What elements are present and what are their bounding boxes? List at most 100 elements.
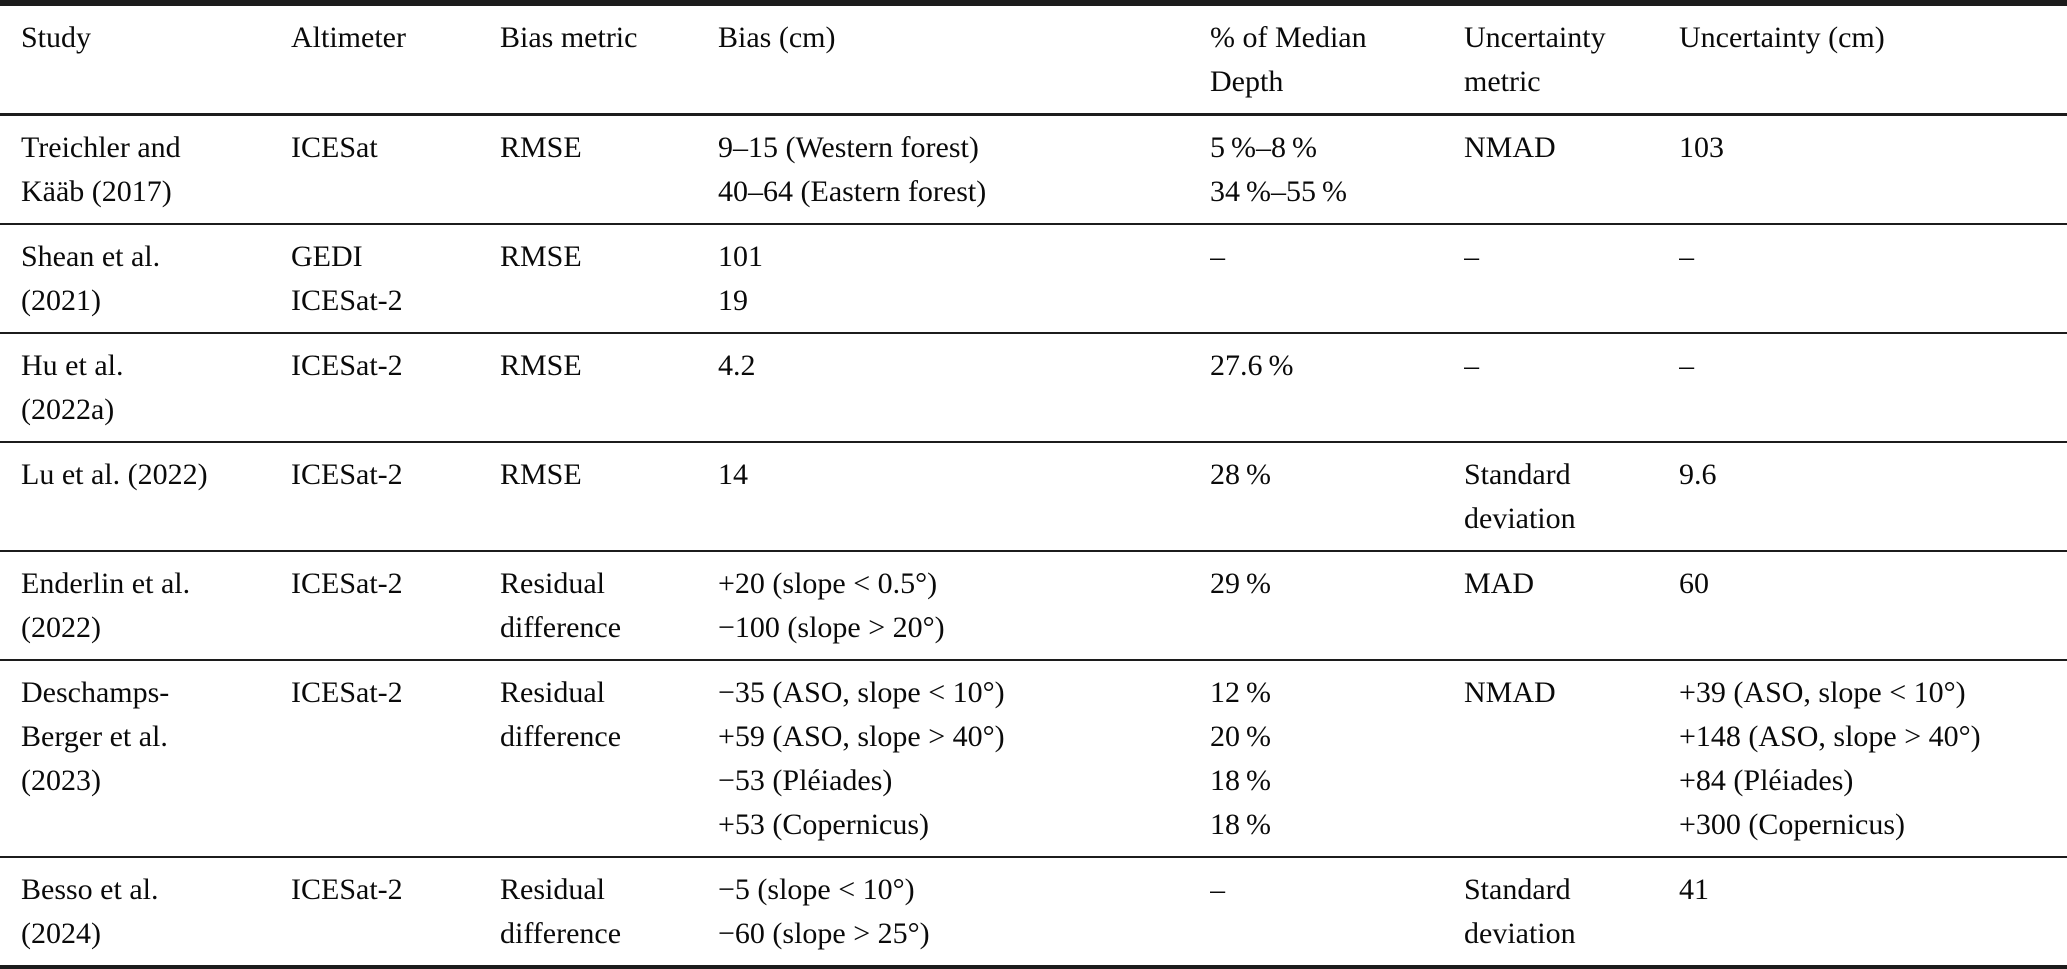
cell-line: 5 %–8 % xyxy=(1210,131,1317,164)
cell-line: GEDI xyxy=(291,240,363,273)
table-cell: – xyxy=(1679,333,2067,442)
column-header: Uncertainty (cm) xyxy=(1679,3,2067,115)
table-cell: Residual difference xyxy=(500,660,718,857)
table-cell: 4.2 xyxy=(718,333,1210,442)
cell-line: Hu et al. xyxy=(21,349,124,382)
table-cell: RMSE xyxy=(500,442,718,551)
column-header: Uncertainty metric xyxy=(1464,3,1679,115)
cell-line: – xyxy=(1210,873,1225,906)
table-cell: ICESat-2 xyxy=(291,660,500,857)
cell-line: Study xyxy=(21,21,92,54)
cell-line: Berger et al. xyxy=(21,720,168,753)
table-cell: ICESat-2 xyxy=(291,333,500,442)
table-cell: +20 (slope < 0.5°) −100 (slope > 20°) xyxy=(718,551,1210,660)
table-row: Deschamps- Berger et al. (2023) ICESat-2 Res… xyxy=(0,660,2067,857)
table-cell: – xyxy=(1210,857,1464,967)
cell-line: RMSE xyxy=(500,131,582,164)
cell-line: Standard xyxy=(1464,458,1571,491)
cell-line: – xyxy=(1679,349,1694,382)
cell-line: – xyxy=(1464,349,1479,382)
cell-line: +148 (ASO, slope > 40°) xyxy=(1679,720,1981,753)
cell-line: 41 xyxy=(1679,873,1709,906)
cell-line: ICESat-2 xyxy=(291,676,403,709)
table-cell: 41 xyxy=(1679,857,2067,967)
cell-line: difference xyxy=(500,611,622,644)
cell-line: MAD xyxy=(1464,567,1535,600)
table-cell: ICESat-2 xyxy=(291,551,500,660)
table-cell: 12 % 20 % 18 % 18 % xyxy=(1210,660,1464,857)
table-cell: NMAD xyxy=(1464,115,1679,225)
table-cell: Enderlin et al. (2022) xyxy=(0,551,291,660)
table-cell: GEDI ICESat-2 xyxy=(291,224,500,333)
cell-line: 20 % xyxy=(1210,720,1271,753)
cell-line: difference xyxy=(500,917,622,950)
cell-line: (2022) xyxy=(21,611,101,644)
column-header: Altimeter xyxy=(291,3,500,115)
column-header: % of Median Depth xyxy=(1210,3,1464,115)
cell-line: −60 (slope > 25°) xyxy=(718,917,930,950)
cell-line: +39 (ASO, slope < 10°) xyxy=(1679,676,1966,709)
table-cell: – xyxy=(1464,224,1679,333)
table-row: Besso et al. (2024) ICESat-2 Residual differ… xyxy=(0,857,2067,967)
cell-line: ICESat-2 xyxy=(291,873,403,906)
cell-line: RMSE xyxy=(500,349,582,382)
cell-line: −5 (slope < 10°) xyxy=(718,873,915,906)
table-cell: 103 xyxy=(1679,115,2067,225)
table-cell: RMSE xyxy=(500,224,718,333)
cell-line: RMSE xyxy=(500,458,582,491)
table-cell: Shean et al. (2021) xyxy=(0,224,291,333)
cell-line: NMAD xyxy=(1464,131,1556,164)
column-header: Bias (cm) xyxy=(718,3,1210,115)
cell-line: +53 (Copernicus) xyxy=(718,808,930,841)
cell-line: (2022a) xyxy=(21,393,115,426)
table-row: Lu et al. (2022) ICESat-2 RMSE 14 28 % Standa… xyxy=(0,442,2067,551)
table-row: Treichler and Kääb (2017) ICESat RMSE 9–15 (… xyxy=(0,115,2067,225)
table-cell: Deschamps- Berger et al. (2023) xyxy=(0,660,291,857)
table-cell: – xyxy=(1679,224,2067,333)
cell-line: Residual xyxy=(500,676,605,709)
cell-line: Enderlin et al. xyxy=(21,567,191,600)
table-cell: 9–15 (Western forest) 40–64 (Eastern fore… xyxy=(718,115,1210,225)
table-cell: – xyxy=(1210,224,1464,333)
table-cell: 5 %–8 % 34 %–55 % xyxy=(1210,115,1464,225)
cell-line: Residual xyxy=(500,873,605,906)
cell-line: Uncertainty (cm) xyxy=(1679,21,1885,54)
cell-line: 60 xyxy=(1679,567,1709,600)
table-cell: RMSE xyxy=(500,333,718,442)
table-cell: ICESat-2 xyxy=(291,442,500,551)
cell-line: −53 (Pléiades) xyxy=(718,764,893,797)
cell-line: 103 xyxy=(1679,131,1724,164)
table-cell: Standard deviation xyxy=(1464,442,1679,551)
table-cell: ICESat xyxy=(291,115,500,225)
cell-line: Depth xyxy=(1210,65,1284,98)
cell-line: −35 (ASO, slope < 10°) xyxy=(718,676,1005,709)
table-cell: −35 (ASO, slope < 10°) +59 (ASO, slope > … xyxy=(718,660,1210,857)
cell-line: −100 (slope > 20°) xyxy=(718,611,945,644)
cell-line: difference xyxy=(500,720,622,753)
cell-line: 12 % xyxy=(1210,676,1271,709)
cell-line: % of Median xyxy=(1210,21,1367,54)
cell-line: deviation xyxy=(1464,502,1576,535)
cell-line: Bias (cm) xyxy=(718,21,836,54)
table-cell: Treichler and Kääb (2017) xyxy=(0,115,291,225)
table-header: Study Altimeter Bias metric Bias (cm) % of M… xyxy=(0,3,2067,115)
cell-line: 19 xyxy=(718,284,748,317)
cell-line: Uncertainty xyxy=(1464,21,1606,54)
cell-line: 29 % xyxy=(1210,567,1271,600)
table-cell: – xyxy=(1464,333,1679,442)
cell-line: ICESat-2 xyxy=(291,567,403,600)
header-row: Study Altimeter Bias metric Bias (cm) % of M… xyxy=(0,3,2067,115)
cell-line: Deschamps- xyxy=(21,676,170,709)
cell-line: 28 % xyxy=(1210,458,1271,491)
cell-line: RMSE xyxy=(500,240,582,273)
cell-line: ICESat-2 xyxy=(291,349,403,382)
cell-line: – xyxy=(1210,240,1225,273)
cell-line: 40–64 (Eastern forest) xyxy=(718,175,987,208)
cell-line: – xyxy=(1464,240,1479,273)
cell-line: Lu et al. (2022) xyxy=(21,458,208,491)
table-cell: 27.6 % xyxy=(1210,333,1464,442)
cell-line: +59 (ASO, slope > 40°) xyxy=(718,720,1005,753)
cell-line: 27.6 % xyxy=(1210,349,1294,382)
cell-line: 4.2 xyxy=(718,349,756,382)
